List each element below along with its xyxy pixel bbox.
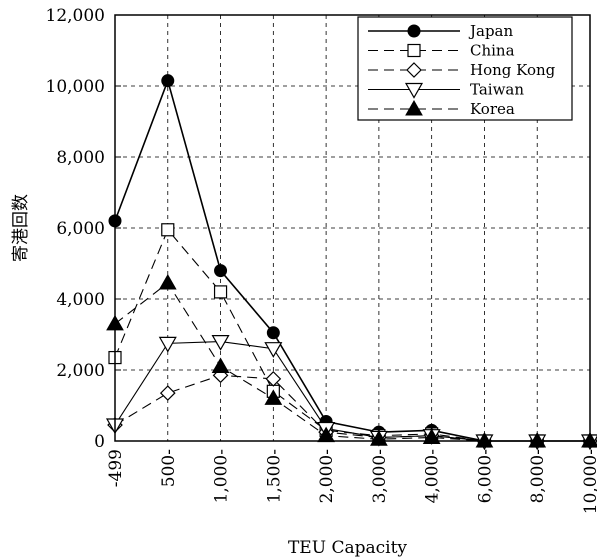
legend-label: Taiwan (470, 81, 524, 99)
series-markers-china (108, 223, 597, 448)
x-tick-label: 8,000- (528, 449, 548, 503)
legend-marker (407, 24, 421, 38)
data-point (528, 431, 547, 448)
legend-label: China (470, 42, 515, 60)
data-point (266, 326, 280, 340)
data-point (159, 385, 176, 401)
series-markers-taiwan (105, 335, 597, 451)
data-point (264, 389, 283, 405)
x-tick-label: 3,000- (370, 449, 390, 503)
series-markers-korea (106, 274, 597, 448)
y-tick-label: 0 (94, 432, 105, 452)
data-point (211, 357, 230, 373)
legend-marker (404, 82, 424, 99)
legend-marker (405, 99, 423, 116)
data-point (265, 371, 282, 387)
data-point (422, 428, 441, 444)
data-point (161, 74, 175, 88)
y-tick-label: 6,000 (56, 219, 105, 239)
x-tick-label: 1,000- (212, 449, 232, 503)
legend-label: Japan (468, 22, 514, 40)
legend-box (357, 16, 573, 121)
y-tick-label: 10,000 (46, 77, 105, 97)
series-line (114, 282, 590, 442)
legend-label: Korea (470, 100, 515, 118)
legend-item: Hong Kong (368, 61, 556, 79)
x-axis-ticks: -499 500- 1,000- 1,500- 2,000- 3,000- 4,000- 6,… (106, 449, 597, 514)
series-china (114, 228, 590, 442)
data-point (214, 264, 228, 278)
y-tick-label: 2,000 (56, 361, 105, 381)
legend-item: China (368, 42, 515, 60)
x-tick-label: 4,000- (423, 449, 443, 503)
legend-label: Hong Kong (470, 61, 556, 79)
series-hong-kong (114, 374, 590, 442)
data-point (161, 223, 175, 237)
x-tick-label: 500- (159, 449, 179, 487)
data-point (158, 336, 177, 353)
y-tick-label: 12,000 (46, 6, 105, 26)
legend-marker (406, 62, 422, 78)
legend-item: Taiwan (368, 81, 524, 99)
y-tick-label: 4,000 (56, 290, 105, 310)
legend-item: Korea (368, 99, 515, 118)
legend-item: Japan (368, 22, 514, 40)
x-tick-label: 1,500- (264, 449, 284, 503)
x-tick-label: 10,000- (581, 449, 597, 514)
data-point (158, 274, 177, 290)
x-tick-label: 2,000- (317, 449, 337, 503)
plot-frame (114, 14, 591, 442)
x-tick-label: 6,000- (475, 449, 495, 503)
x-axis-title: TEU Capacity (288, 538, 407, 558)
series-markers-hong-kong (107, 367, 597, 449)
series-korea (114, 282, 590, 442)
series-line (114, 374, 590, 442)
series-lines (105, 74, 597, 451)
series-line (114, 228, 590, 442)
data-point (475, 431, 494, 448)
y-tick-label: 8,000 (56, 148, 105, 168)
data-point (213, 285, 228, 299)
data-point (264, 342, 283, 358)
data-point (211, 335, 230, 351)
x-tick-label: -499 (106, 449, 126, 487)
y-axis-title: 寄港回数 (11, 194, 31, 262)
y-axis-ticks: 0 2,000 4,000 6,000 8,000 10,000 12,000 (46, 6, 121, 452)
legend-marker (407, 43, 421, 58)
